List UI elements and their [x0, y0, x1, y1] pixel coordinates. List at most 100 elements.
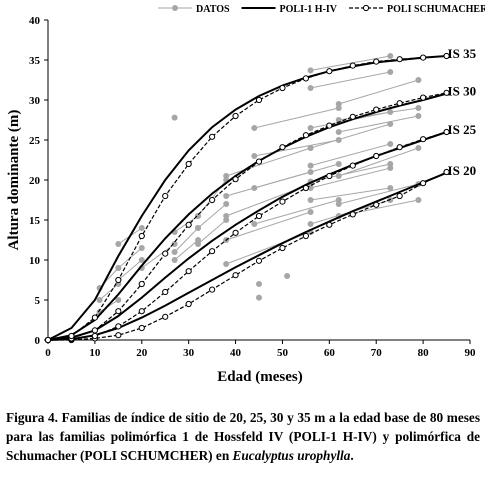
chart: Edad (meses) Altura dominante (m) 0 5 10 15… — [6, 4, 485, 385]
site-curve — [47, 171, 447, 341]
data-point — [115, 241, 122, 247]
data-point — [115, 297, 122, 303]
x-tick-label: 90 — [465, 347, 477, 359]
caption-text: Figura 4. Familias de índice de sitio de… — [6, 410, 480, 463]
site-curve — [47, 131, 447, 341]
data-point — [195, 213, 202, 219]
data-point — [251, 185, 258, 191]
data-point — [171, 241, 178, 247]
data-segment — [338, 147, 419, 177]
data-point — [387, 121, 394, 127]
curve-marker — [255, 158, 263, 165]
data-point — [307, 197, 314, 203]
curve-marker — [302, 232, 309, 240]
curve-marker — [209, 248, 216, 255]
data-point — [335, 129, 342, 135]
curve-marker — [396, 56, 403, 63]
curve-marker — [44, 336, 52, 344]
site-curve — [47, 131, 447, 341]
data-point — [307, 145, 314, 151]
curve-marker — [373, 201, 380, 208]
curve-marker — [326, 68, 333, 75]
curve-marker — [302, 75, 309, 82]
legend-label: POLI SCHUMACHER — [387, 4, 485, 15]
curve-marker — [91, 332, 98, 340]
data-point — [223, 201, 230, 207]
curve-marker — [420, 180, 427, 187]
y-tick-label: 5 — [35, 295, 41, 307]
data-segment — [310, 187, 391, 201]
x-axis-title: Edad (meses) — [217, 369, 302, 385]
data-point — [251, 125, 258, 131]
data-point — [138, 225, 145, 231]
curve-marker — [349, 211, 356, 218]
data-segment — [197, 219, 227, 245]
legend-item: POLI SCHUMACHER — [349, 4, 485, 15]
curve-marker — [115, 276, 122, 284]
data-point — [335, 161, 342, 167]
data-point — [223, 217, 230, 223]
y-tick-label: 10 — [29, 255, 41, 267]
curve-marker — [162, 192, 169, 200]
data-segment — [118, 259, 143, 281]
legend-item: POLI-1 H-IV — [241, 4, 338, 15]
data-segment — [310, 55, 391, 71]
data-point — [335, 197, 342, 203]
curve-marker — [396, 100, 403, 107]
legend-label: POLI-1 H-IV — [280, 4, 338, 15]
curve-marker — [162, 313, 169, 320]
data-point — [307, 221, 314, 227]
data-segment — [254, 107, 339, 129]
curve-marker — [138, 232, 145, 240]
data-point — [195, 237, 202, 243]
x-tick-label: 40 — [230, 347, 242, 359]
curve-marker — [255, 96, 263, 104]
curve-label: IS 35 — [448, 46, 477, 61]
curve-marker — [443, 128, 450, 136]
curve-marker — [68, 332, 75, 340]
curve-marker — [138, 308, 145, 315]
data-point — [387, 141, 394, 147]
data-segment — [310, 143, 391, 167]
data-point — [171, 249, 178, 255]
curve-marker — [396, 192, 403, 200]
data-point — [387, 185, 394, 191]
data-segment — [254, 139, 339, 157]
curve-marker — [255, 212, 263, 220]
curve-marker — [255, 257, 263, 264]
data-point — [335, 105, 342, 111]
curve-marker — [302, 184, 309, 192]
y-tick-label: 35 — [29, 55, 41, 67]
data-segment — [226, 211, 311, 241]
data-point — [415, 145, 422, 151]
data-point — [307, 125, 314, 131]
y-tick-label: 0 — [35, 335, 41, 347]
site-curve — [47, 92, 447, 341]
curve-marker — [209, 196, 216, 204]
site-curve — [48, 171, 447, 341]
data-point — [223, 193, 230, 199]
data-segment — [338, 115, 419, 133]
legend-marker — [172, 5, 178, 11]
data-point — [307, 85, 314, 91]
data-segment — [99, 283, 119, 301]
data-segment — [197, 203, 227, 229]
curve-label: IS 30 — [448, 84, 477, 99]
curve-marker — [373, 106, 380, 113]
data-point — [251, 221, 258, 227]
curve-marker — [279, 144, 286, 151]
site-curve — [47, 55, 447, 341]
y-tick-label: 20 — [29, 175, 41, 187]
data-segment — [174, 227, 199, 253]
curve-marker — [91, 327, 98, 334]
data-point — [96, 297, 103, 303]
data-segment — [310, 71, 391, 89]
x-tick-label: 20 — [136, 347, 148, 359]
legend-marker — [362, 4, 370, 12]
data-point — [387, 53, 394, 59]
curve-marker — [115, 332, 122, 339]
curve-marker — [443, 89, 450, 96]
data-segment — [310, 167, 391, 189]
data-point — [415, 105, 422, 111]
